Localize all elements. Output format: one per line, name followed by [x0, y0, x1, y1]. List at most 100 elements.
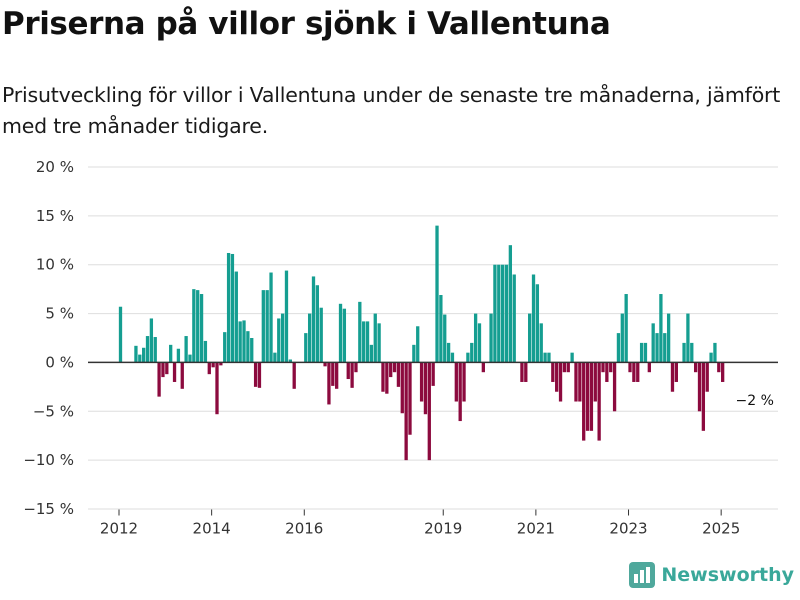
bar: [381, 362, 385, 392]
bar: [690, 342, 694, 363]
bar: [176, 348, 181, 363]
bar: [331, 362, 335, 386]
bar: [520, 362, 524, 382]
bar: [184, 336, 188, 363]
bar: [477, 323, 482, 363]
bar: [335, 362, 339, 389]
bar: [670, 362, 675, 392]
bar: [578, 362, 582, 402]
bar: [693, 362, 698, 373]
bar: [473, 313, 478, 363]
bar: [392, 362, 397, 373]
bar: [709, 352, 713, 363]
bar: [647, 362, 651, 373]
bar: [466, 352, 470, 363]
brand-name: Newsworthy: [661, 564, 794, 586]
bar: [315, 285, 320, 363]
bar: [165, 362, 169, 375]
bar: [365, 321, 370, 363]
x-tick-label: 2014: [193, 520, 231, 538]
bar: [713, 342, 717, 363]
bar: [342, 308, 347, 363]
bar: [188, 354, 192, 363]
bar-chart-logo-icon: [629, 562, 656, 588]
bar: [230, 253, 235, 363]
bar: [481, 362, 485, 373]
bar: [350, 362, 354, 388]
bar: [524, 362, 528, 382]
bar: [385, 362, 389, 394]
x-tick-label: 2021: [517, 520, 555, 538]
y-tick-label: 0 %: [45, 353, 74, 371]
bar: [250, 338, 254, 363]
axes: 20 % 15 % 10 % 5 % 0 % −5 % −10 % −15 % 2012 2014…: [23, 158, 778, 538]
bar: [396, 362, 401, 387]
bar: [458, 362, 462, 422]
bars: [118, 225, 725, 461]
bar: [138, 354, 142, 363]
bar: [211, 362, 215, 368]
x-tick-label: 2019: [424, 520, 462, 538]
bar: [273, 352, 277, 363]
bar: [628, 362, 632, 373]
bar: [659, 294, 663, 363]
bar: [373, 313, 377, 363]
bar: [265, 290, 269, 363]
brand-logo: Newsworthy: [629, 562, 794, 588]
bar: [253, 362, 258, 387]
bar: [601, 362, 605, 373]
bar: [555, 362, 559, 392]
bar: [389, 362, 393, 378]
page-title: Priserna på villor sjönk i Vallentuna: [2, 6, 611, 42]
bar: [585, 362, 590, 431]
y-tick-label: 5 %: [45, 305, 74, 323]
bar: [543, 352, 547, 363]
bar: [288, 359, 292, 363]
y-tick-label: −10 %: [23, 451, 74, 469]
bar: [508, 245, 513, 363]
bar: [416, 326, 420, 363]
bar: [497, 264, 501, 363]
bar: [134, 345, 138, 363]
bar: [504, 264, 509, 363]
bar: [172, 362, 177, 382]
bar: [539, 323, 543, 363]
y-tick-label: −5 %: [33, 402, 74, 420]
bar: [431, 362, 435, 386]
bar: [219, 362, 223, 366]
bar: [377, 323, 381, 363]
bar: [531, 274, 536, 363]
bar: [238, 321, 242, 363]
bar: [196, 290, 200, 363]
bar: [304, 333, 308, 363]
bar: [616, 333, 621, 363]
bar: [169, 344, 173, 363]
bar: [362, 321, 366, 363]
bar: [597, 362, 601, 441]
bar: [307, 313, 312, 363]
bar: [609, 362, 613, 373]
bar: [223, 332, 227, 363]
bar: [674, 362, 678, 382]
bar: [462, 362, 466, 402]
bar: [721, 362, 725, 382]
bar: [446, 342, 451, 363]
y-tick-label: 15 %: [36, 207, 74, 225]
x-tick-label: 2023: [609, 520, 647, 538]
bar: [408, 362, 412, 435]
x-tick-label: 2025: [702, 520, 740, 538]
bar: [323, 362, 327, 367]
bar: [551, 362, 555, 382]
annotations: −2 %: [736, 393, 774, 409]
bar: [489, 313, 493, 363]
bar: [284, 270, 289, 363]
bar: [153, 337, 157, 363]
bar: [512, 274, 516, 363]
bar: [358, 301, 362, 363]
bar: [192, 289, 196, 363]
bar: [327, 362, 331, 405]
bar: [651, 323, 655, 363]
y-tick-label: 10 %: [36, 256, 74, 274]
bar: [558, 362, 563, 402]
bar: [624, 294, 628, 363]
